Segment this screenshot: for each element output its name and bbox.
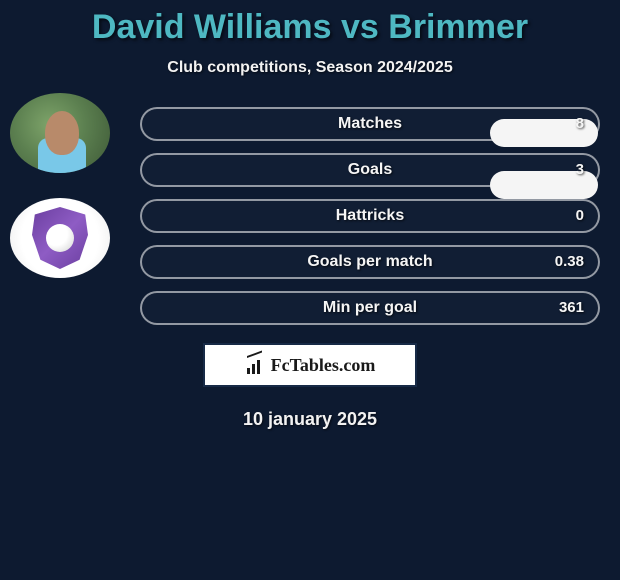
stat-row-goals: Goals 3: [140, 153, 600, 187]
stat-row-matches: Matches 8: [140, 107, 600, 141]
stat-value: 0: [576, 201, 584, 231]
badge-text: FcTables.com: [271, 355, 376, 376]
stat-label: Min per goal: [142, 293, 598, 323]
club-crest-icon: [32, 207, 88, 269]
stat-value: 361: [559, 293, 584, 323]
source-badge[interactable]: FcTables.com: [203, 343, 417, 387]
subtitle: Club competitions, Season 2024/2025: [0, 59, 620, 77]
stat-row-min-per-goal: Min per goal 361: [140, 291, 600, 325]
stat-label: Hattricks: [142, 201, 598, 231]
stat-row-goals-per-match: Goals per match 0.38: [140, 245, 600, 279]
stat-label: Goals: [142, 155, 598, 185]
bar-chart-icon: [245, 356, 265, 374]
club-avatar: [10, 198, 110, 278]
stat-value: 0.38: [555, 247, 584, 277]
stat-row-hattricks: Hattricks 0: [140, 199, 600, 233]
player-avatar: [10, 93, 110, 173]
stat-label: Matches: [142, 109, 598, 139]
stat-label: Goals per match: [142, 247, 598, 277]
stat-value: 8: [576, 109, 584, 139]
date-text: 10 january 2025: [0, 409, 620, 430]
soccer-ball-icon: [46, 224, 74, 252]
page-title: David Williams vs Brimmer: [0, 0, 620, 47]
stat-value: 3: [576, 155, 584, 185]
avatar-column: [10, 93, 120, 303]
comparison-panel: Matches 8 Goals 3 Hattricks 0 Goals per …: [0, 107, 620, 325]
